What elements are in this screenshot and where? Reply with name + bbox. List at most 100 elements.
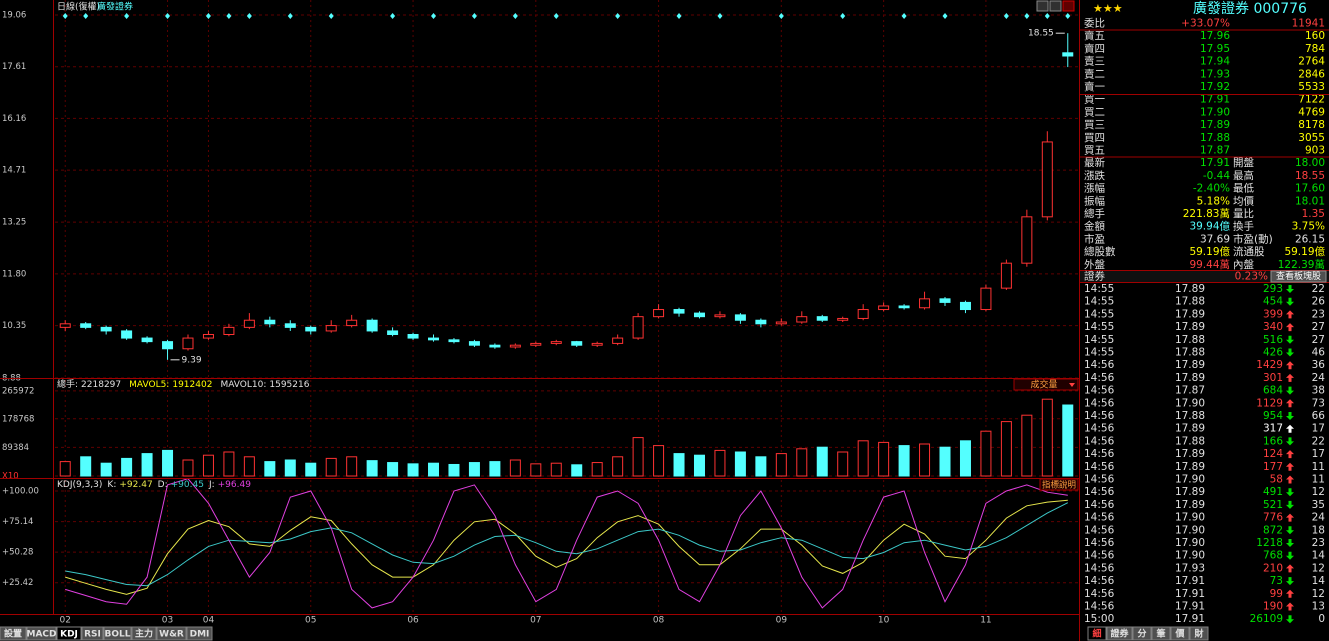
indicator-tab[interactable] — [26, 626, 57, 641]
tick-price: 17.88 — [1175, 334, 1205, 346]
indicator-tab-label[interactable]: BOLL — [105, 630, 131, 640]
x-tick-label: 11 — [980, 616, 991, 626]
tick-direction-arrow — [1286, 450, 1294, 459]
candle-body — [264, 319, 276, 325]
order-level: 賣一 — [1084, 80, 1106, 93]
candle-body — [284, 323, 296, 328]
volume-bar — [80, 456, 92, 477]
volume-bar — [223, 451, 235, 477]
x-tick-label: 05 — [305, 616, 316, 626]
signal-marker — [471, 13, 477, 19]
indicator-tab[interactable] — [0, 626, 27, 641]
legend-name: D: — [158, 480, 168, 490]
stat-value: 37.69 — [1200, 233, 1230, 245]
candle-body — [366, 319, 378, 332]
volume-bar — [612, 456, 624, 477]
tick-direction-arrow — [1286, 602, 1294, 611]
candle-body — [816, 316, 828, 321]
tick-direction-arrow — [1286, 615, 1294, 624]
toolbar-icon[interactable] — [1062, 0, 1075, 12]
tick-price: 17.89 — [1175, 372, 1205, 384]
candle-body — [693, 312, 705, 318]
stat-label: 市盈 — [1084, 232, 1106, 245]
tick-time: 14:56 — [1084, 562, 1115, 574]
detail-tab[interactable] — [1106, 626, 1133, 641]
volume-bar — [305, 462, 317, 477]
volume-bar — [693, 454, 705, 477]
tick-volume: 293 — [1263, 283, 1283, 295]
sector-percent: 0.23% — [1235, 271, 1268, 283]
detail-tab[interactable] — [1189, 626, 1209, 641]
legend-name: K: — [107, 480, 116, 490]
indicator-button-label[interactable]: 成交量 — [1030, 379, 1057, 391]
indicator-tab-label[interactable]: W&R — [159, 630, 184, 640]
tick-count: 22 — [1312, 283, 1325, 295]
stat-value: 59.19億 — [1189, 245, 1230, 258]
tick-volume: 340 — [1263, 321, 1283, 333]
indicator-tab-label[interactable]: KDJ — [60, 630, 78, 640]
candle-body — [980, 287, 992, 311]
indicator-tab[interactable] — [131, 626, 157, 641]
tick-price: 17.90 — [1175, 537, 1205, 549]
detail-tab-label[interactable]: 分 — [1137, 628, 1146, 640]
tick-direction-arrow — [1286, 539, 1294, 547]
indicator-tab[interactable] — [81, 626, 104, 641]
signal-marker — [83, 13, 89, 19]
indicator-tab-label[interactable]: 主力 — [135, 628, 153, 640]
stat-value: -2.40% — [1193, 183, 1230, 195]
indicator-tab-label[interactable]: 設置 — [4, 628, 22, 640]
detail-tab-label[interactable]: 財 — [1193, 628, 1203, 640]
y-tick-label: 14.71 — [2, 166, 26, 176]
y-tick-label: +75.14 — [2, 517, 33, 527]
stat-label: 最低 — [1233, 182, 1255, 195]
indicator-tab-label[interactable]: DMI — [190, 630, 210, 640]
detail-tab[interactable] — [1087, 626, 1107, 641]
volume-bar — [243, 456, 255, 477]
tick-time: 14:55 — [1084, 296, 1114, 308]
volume-bar — [775, 453, 787, 477]
order-price: 17.91 — [1200, 94, 1230, 106]
detail-tab[interactable] — [1170, 626, 1190, 641]
volume-bar — [59, 461, 71, 477]
volume-bar — [428, 462, 440, 477]
tick-volume: 1129 — [1256, 397, 1283, 409]
indicator-tab-label[interactable]: RSI — [84, 630, 101, 640]
detail-tab-label[interactable]: 證券 — [1110, 628, 1129, 640]
ratio-percent: +33.07% — [1181, 18, 1230, 30]
detail-tab-label[interactable]: 價 — [1174, 628, 1185, 640]
indicator-tab[interactable] — [103, 626, 132, 641]
order-price: 17.92 — [1200, 81, 1230, 93]
tick-count: 38 — [1312, 385, 1325, 397]
toolbar-icon[interactable] — [1049, 0, 1062, 12]
indicator-tab[interactable] — [56, 626, 82, 641]
stat-label: 內盤 — [1233, 258, 1255, 271]
candle-body — [428, 337, 440, 341]
volume-bar — [1062, 404, 1074, 477]
detail-tab-label[interactable]: 筆 — [1156, 628, 1165, 640]
tick-volume: 521 — [1263, 499, 1283, 511]
candle-body — [591, 342, 603, 346]
tick-direction-arrow — [1286, 323, 1294, 332]
candle-body — [734, 314, 746, 321]
x-tick-label: 10 — [878, 616, 890, 626]
detail-tab-label[interactable]: 細 — [1092, 628, 1101, 640]
x-tick-label: 02 — [60, 616, 71, 626]
order-price: 17.87 — [1200, 145, 1230, 157]
tick-time: 14:56 — [1084, 410, 1115, 422]
sector-button-label[interactable]: 查看板塊股 — [1276, 270, 1321, 282]
tick-direction-arrow — [1286, 399, 1294, 408]
legend-value: +96.49 — [218, 480, 252, 490]
toolbar-icon[interactable] — [1036, 0, 1049, 12]
detail-tab[interactable] — [1151, 626, 1171, 641]
chart-toolbar[interactable] — [1036, 0, 1075, 12]
tick-count: 11 — [1312, 461, 1325, 473]
indicator-button-label[interactable]: 指標說明 — [1042, 480, 1076, 491]
indicator-tab-label[interactable]: MACD — [27, 630, 57, 640]
indicator-tab[interactable] — [156, 626, 187, 641]
indicator-tab[interactable] — [186, 626, 213, 641]
detail-tab[interactable] — [1132, 626, 1152, 641]
candle-body — [878, 305, 890, 311]
stat-label: 最新 — [1084, 156, 1106, 169]
sector-button[interactable] — [1270, 270, 1327, 283]
volume-bar — [571, 464, 583, 477]
